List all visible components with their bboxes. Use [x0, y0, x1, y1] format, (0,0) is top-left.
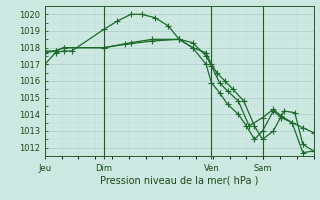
X-axis label: Pression niveau de la mer( hPa ): Pression niveau de la mer( hPa )	[100, 175, 258, 185]
